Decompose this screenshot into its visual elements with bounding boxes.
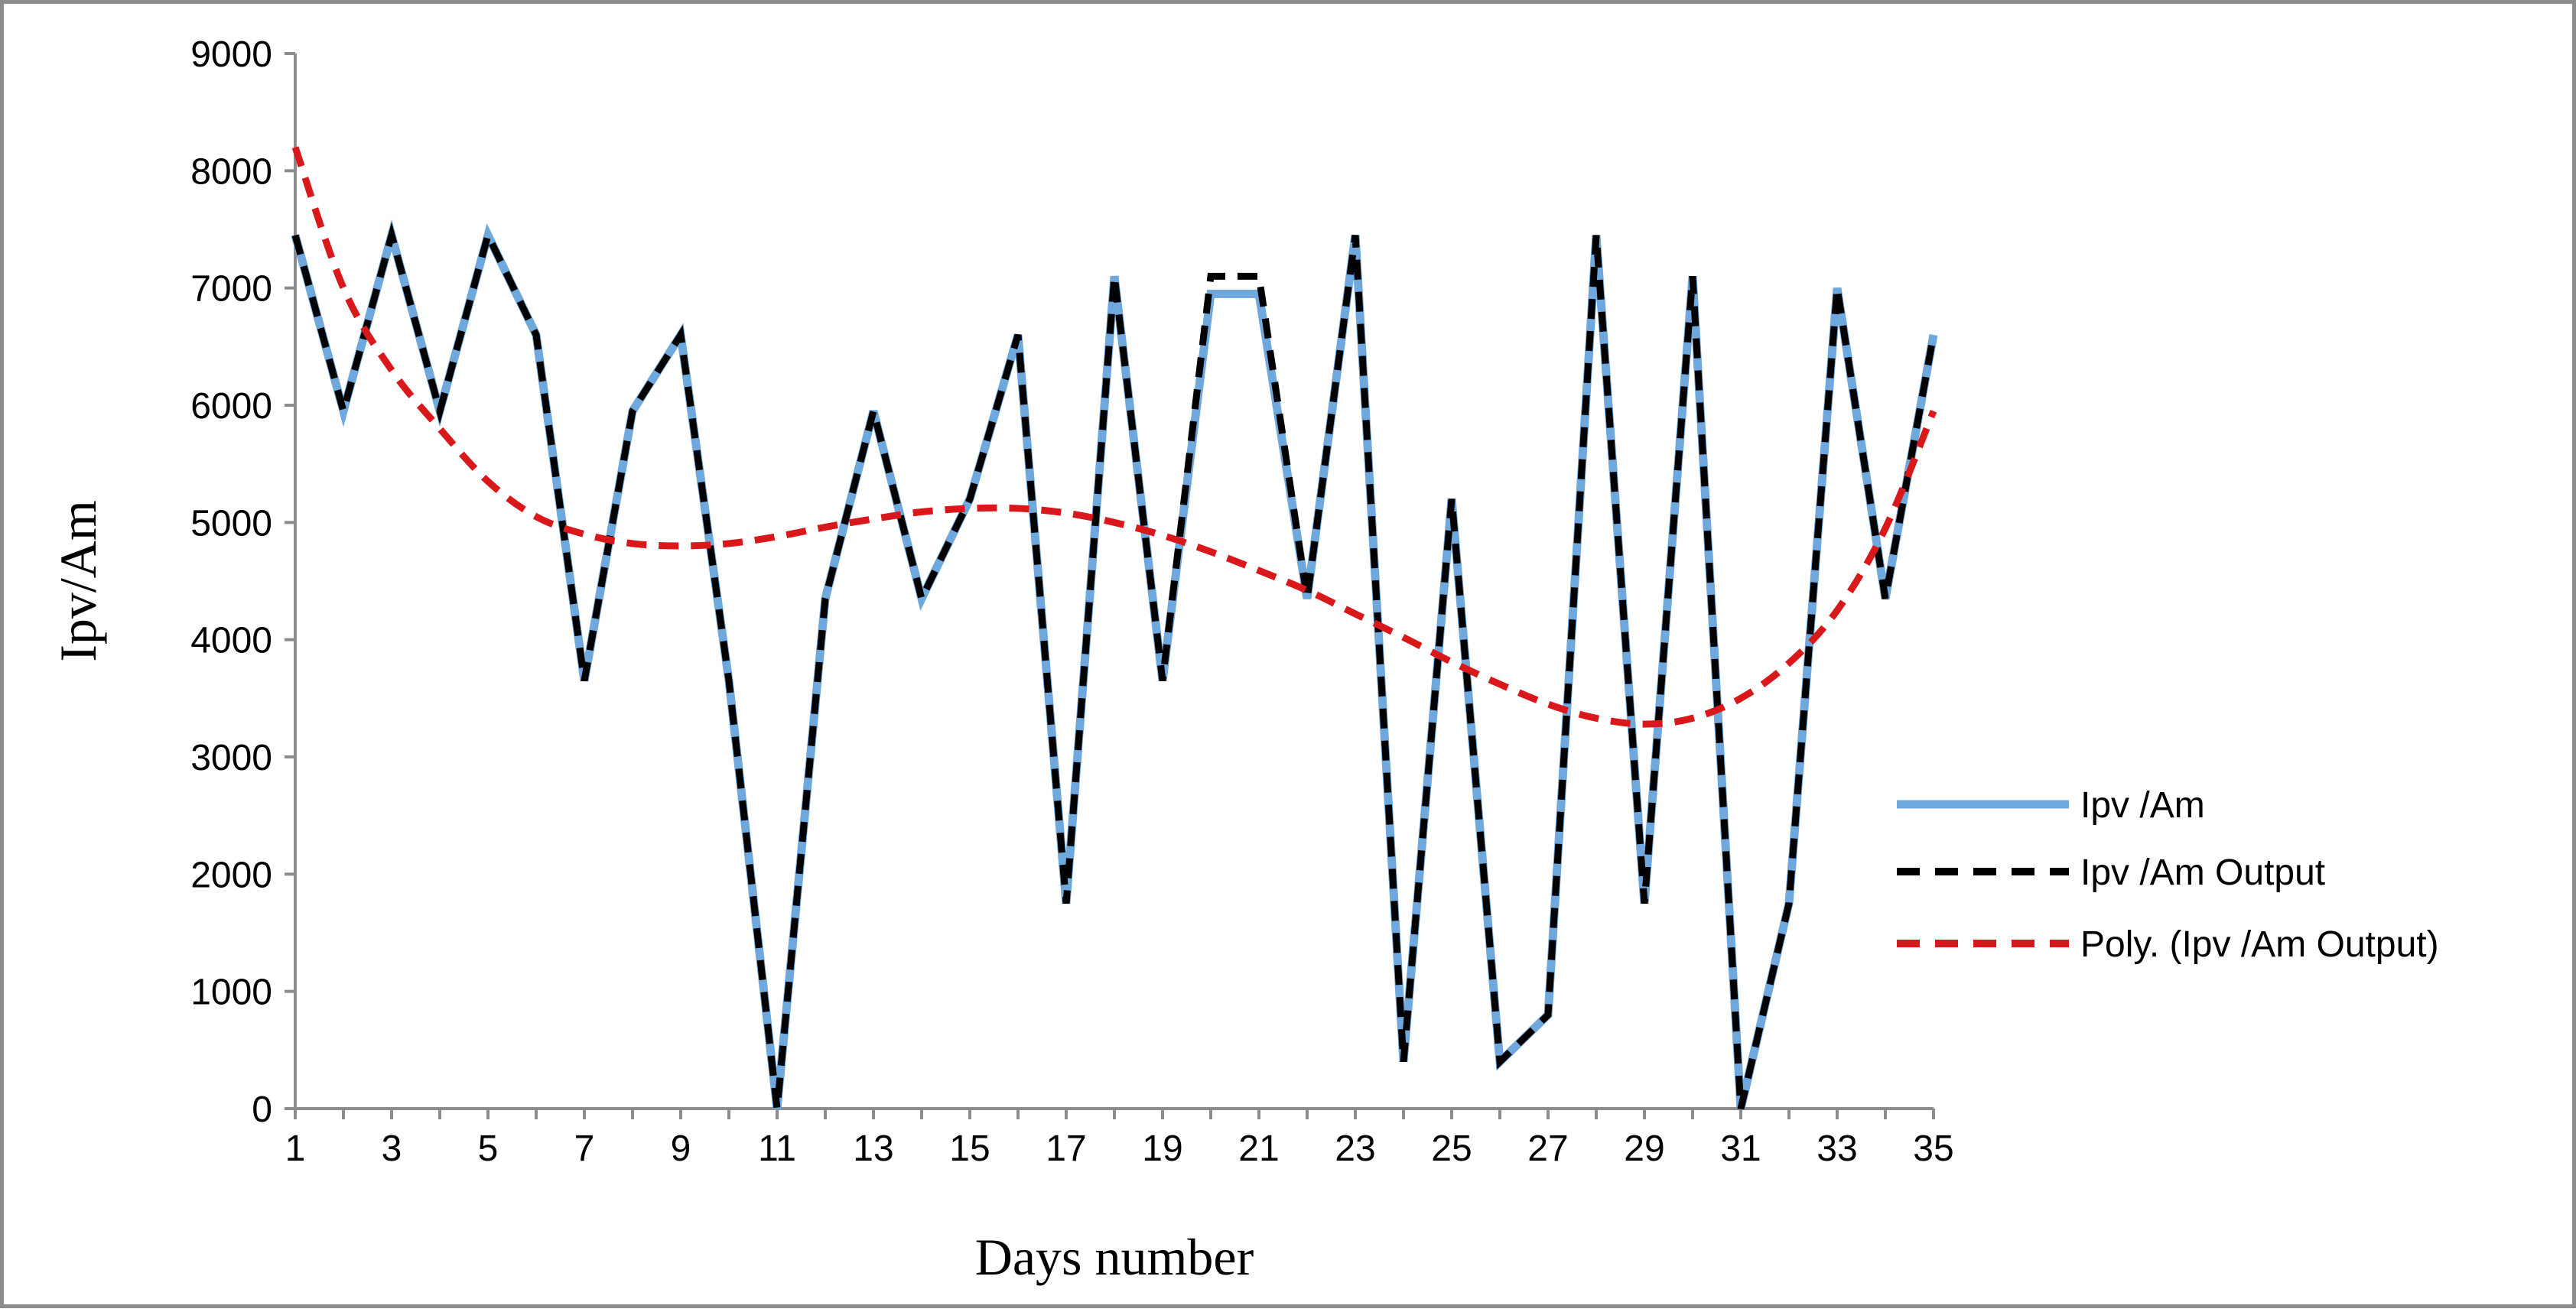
y-tick-label: 5000 xyxy=(190,503,272,544)
axes xyxy=(294,54,1934,1110)
x-tick-label: 31 xyxy=(1720,1129,1761,1169)
x-axis-ticks: 1 3 5 7 9 11 13 15 17 19 21 23 25 27 29 31 33 35 xyxy=(285,1109,1954,1169)
series-line xyxy=(291,222,1937,1110)
y-tick-label: 4000 xyxy=(190,621,272,661)
x-tick-label: 21 xyxy=(1238,1129,1279,1169)
x-tick-label: 9 xyxy=(671,1129,691,1169)
x-axis-title: Days number xyxy=(975,1228,1254,1286)
y-tick-label: 9000 xyxy=(190,34,272,75)
y-tick-label: 1000 xyxy=(190,973,272,1013)
series-line xyxy=(291,146,1937,728)
y-axis-title: Ipv/Am xyxy=(49,500,107,662)
x-tick-label: 15 xyxy=(949,1129,990,1169)
x-tick-label: 35 xyxy=(1913,1129,1953,1169)
series-layer xyxy=(291,146,1938,1110)
x-tick-label: 27 xyxy=(1527,1129,1568,1169)
y-axis-ticks: 0 1000 2000 3000 4000 5000 6000 7000 8000 9000 xyxy=(190,34,295,1130)
y-tick-label: 2000 xyxy=(190,855,272,895)
x-tick-label: 13 xyxy=(853,1129,893,1169)
legend-label-1: Ipv /Am xyxy=(2080,785,2205,826)
x-tick-label: 17 xyxy=(1046,1129,1086,1169)
x-tick-label: 25 xyxy=(1431,1129,1472,1169)
x-tick-label: 19 xyxy=(1142,1129,1182,1169)
y-tick-label: 6000 xyxy=(190,386,272,427)
x-tick-label: 1 xyxy=(285,1129,306,1169)
x-tick-label: 3 xyxy=(382,1129,402,1169)
series-3 xyxy=(291,146,1937,728)
y-tick-label: 7000 xyxy=(190,269,272,310)
y-tick-label: 8000 xyxy=(190,151,272,192)
x-tick-label: 7 xyxy=(574,1129,595,1169)
x-tick-label: 29 xyxy=(1624,1129,1664,1169)
series-2 xyxy=(291,222,1937,1110)
y-tick-label: 0 xyxy=(252,1090,272,1130)
x-tick-label: 11 xyxy=(758,1129,796,1169)
x-tick-label: 5 xyxy=(478,1129,499,1169)
legend: Ipv /Am Ipv /Am Output Poly. (Ipv /Am Outp… xyxy=(1897,785,2439,965)
y-tick-label: 3000 xyxy=(190,738,272,778)
x-tick-label: 33 xyxy=(1817,1129,1857,1169)
legend-label-3: Poly. (Ipv /Am Output) xyxy=(2080,924,2439,965)
legend-label-2: Ipv /Am Output xyxy=(2080,852,2325,893)
x-tick-label: 23 xyxy=(1335,1129,1375,1169)
